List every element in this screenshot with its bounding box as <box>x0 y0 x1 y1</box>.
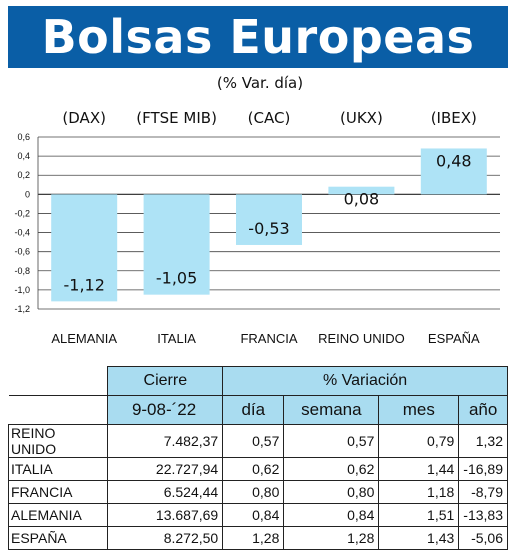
index-label: (FTSE MIB) <box>136 109 217 127</box>
category-label: ITALIA <box>157 331 196 346</box>
index-label: (DAX) <box>62 109 106 127</box>
bar <box>143 194 210 295</box>
header-dia: día <box>222 395 285 425</box>
table-header-row-1: Cierre % Variación <box>8 366 508 396</box>
data-label: -1,05 <box>156 269 197 288</box>
title-banner: Bolsas Europeas <box>8 6 508 68</box>
row-semana: 0,62 <box>283 457 380 481</box>
row-cierre: 7.482,37 <box>107 424 224 458</box>
y-tick-label: -1,2 <box>14 304 30 314</box>
row-ano: -16,89 <box>458 457 508 481</box>
y-tick-label: 0,2 <box>17 170 30 180</box>
row-dia: 0,62 <box>222 457 285 481</box>
bar <box>328 186 395 195</box>
row-dia: 1,28 <box>222 526 285 550</box>
index-label: (UKX) <box>340 109 383 127</box>
row-mes: 1,51 <box>378 503 460 527</box>
category-label: REINO UNIDO <box>318 331 405 346</box>
y-tick-label: -0,8 <box>14 266 30 276</box>
row-dia: 0,84 <box>222 503 285 527</box>
row-mes: 1,18 <box>378 480 460 504</box>
header-date: 9-08-´22 <box>107 395 224 425</box>
table-row: REINO UNIDO 7.482,37 0,57 0,57 0,79 1,32 <box>7 424 508 458</box>
row-semana: 0,57 <box>283 424 380 458</box>
row-name: ITALIA <box>7 457 109 481</box>
row-ano: 1,32 <box>458 424 508 458</box>
bar <box>420 148 487 195</box>
table-row: ALEMANIA 13.687,69 0,84 0,84 1,51 -13,83 <box>7 503 508 527</box>
chart-subtitle: (% Var. día) <box>216 74 304 92</box>
row-ano: -5,06 <box>458 526 508 550</box>
row-ano: -8,79 <box>458 480 508 504</box>
row-cierre: 22.727,94 <box>107 457 224 481</box>
row-semana: 0,84 <box>283 503 380 527</box>
chart-title: Bolsas Europeas <box>41 10 475 64</box>
row-name: REINO UNIDO <box>7 424 109 458</box>
header-variacion: % Variación <box>222 366 508 396</box>
header-mes: mes <box>378 395 460 425</box>
bar-chart: 0,6 0,4 0,2 0 -0,2 -0,4 -0,6 -0,8 -1,0 -1,2 -1,12 (… <box>14 109 500 346</box>
row-cierre: 13.687,69 <box>107 503 224 527</box>
row-semana: 0,80 <box>283 480 380 504</box>
row-name: ALEMANIA <box>7 503 109 527</box>
row-cierre: 6.524,44 <box>107 480 224 504</box>
index-label: (CAC) <box>248 109 291 127</box>
row-ano: -13,83 <box>458 503 508 527</box>
row-dia: 0,57 <box>222 424 285 458</box>
header-ano: año <box>458 395 508 425</box>
y-tick-label: -1,0 <box>14 285 30 295</box>
y-tick-label: 0,6 <box>17 132 30 142</box>
y-tick-label: 0,4 <box>17 151 30 161</box>
table-corner-2 <box>8 395 109 425</box>
data-label: -1,12 <box>63 275 104 294</box>
bar <box>51 194 118 302</box>
table-row: ITALIA 22.727,94 0,62 0,62 1,44 -16,89 <box>7 457 508 481</box>
data-label: 0,48 <box>436 151 472 170</box>
row-mes: 1,44 <box>378 457 460 481</box>
y-tick-label: -0,2 <box>14 208 30 218</box>
row-name: ESPAÑA <box>7 526 109 550</box>
index-label: (IBEX) <box>431 109 477 127</box>
bar <box>236 194 302 245</box>
row-mes: 0,79 <box>378 424 460 458</box>
row-dia: 0,80 <box>222 480 285 504</box>
header-semana: semana <box>283 395 380 425</box>
row-semana: 1,28 <box>283 526 380 550</box>
row-name: FRANCIA <box>7 480 109 504</box>
row-cierre: 8.272,50 <box>107 526 224 550</box>
data-label: -0,53 <box>248 219 289 238</box>
header-cierre: Cierre <box>107 366 224 396</box>
row-mes: 1,43 <box>378 526 460 550</box>
y-tick-label: 0 <box>25 189 30 199</box>
category-label: FRANCIA <box>240 331 297 346</box>
y-tick-label: -0,6 <box>14 247 30 257</box>
y-tick-label: -0,4 <box>14 228 30 238</box>
category-label: ALEMANIA <box>51 331 117 346</box>
table-row: ESPAÑA 8.272,50 1,28 1,28 1,43 -5,06 <box>7 526 508 550</box>
data-label: 0,08 <box>344 190 380 209</box>
quotes-table: Cierre % Variación 9-08-´22 día semana m… <box>7 366 508 550</box>
table-header-row-2: 9-08-´22 día semana mes año <box>8 395 508 425</box>
table-row: FRANCIA 6.524,44 0,80 0,80 1,18 -8,79 <box>7 480 508 504</box>
category-label: ESPAÑA <box>428 331 480 346</box>
table-corner <box>8 366 109 396</box>
